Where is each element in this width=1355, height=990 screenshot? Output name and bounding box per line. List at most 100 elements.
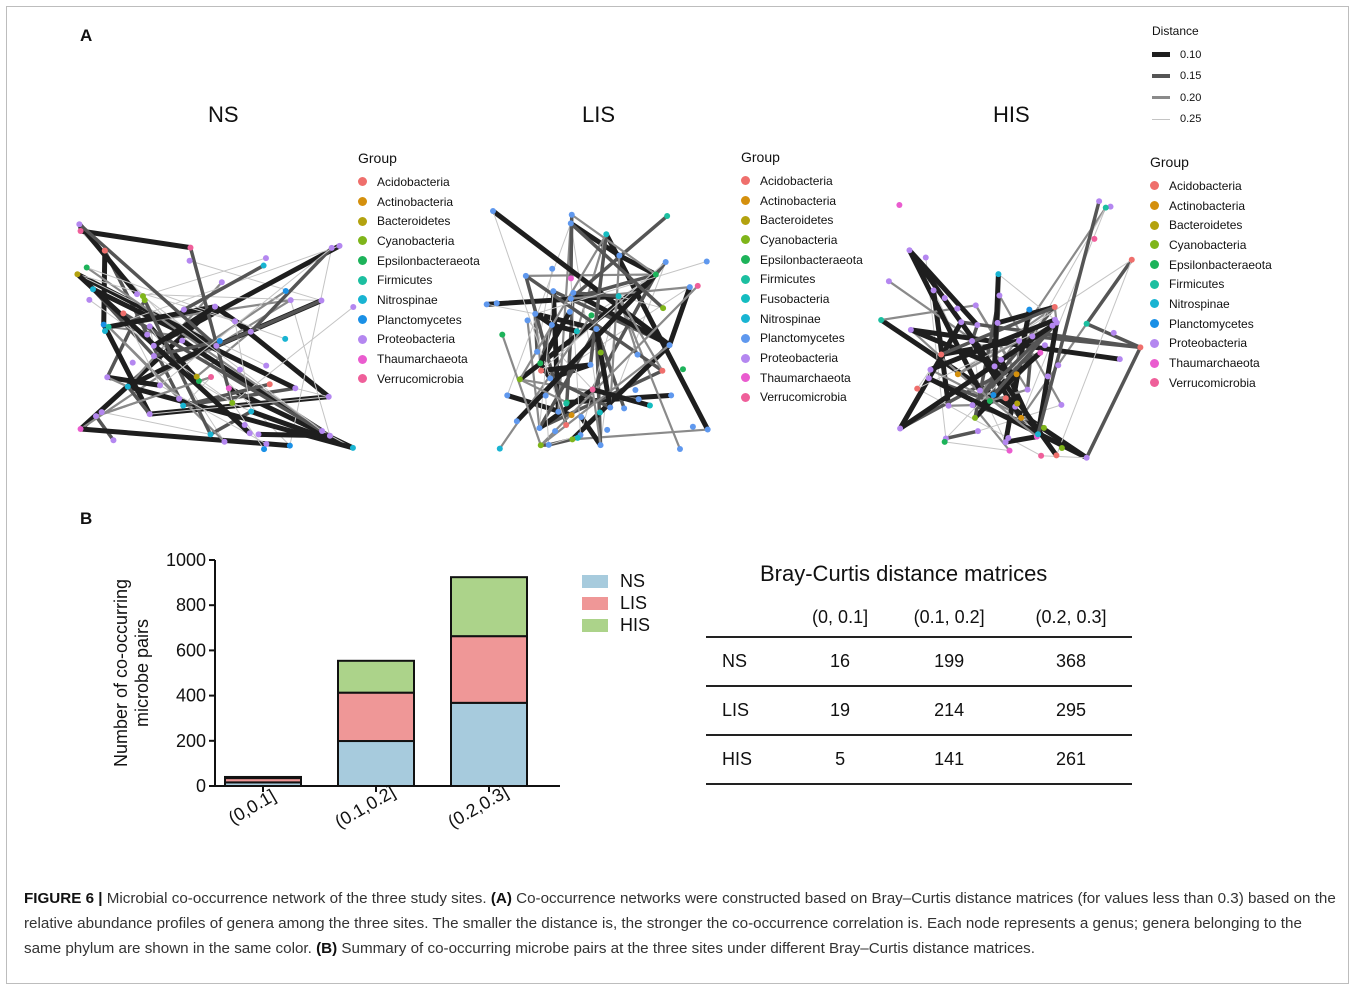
legend-color-dot — [358, 374, 367, 384]
group-legend-item: Thaumarchaeota — [1150, 353, 1272, 373]
network-edge — [545, 395, 550, 446]
network-edge — [77, 222, 219, 348]
network-node — [1051, 304, 1058, 311]
network-node — [547, 375, 554, 382]
network-node — [1029, 333, 1036, 340]
y-tick-label: 1000 — [166, 550, 206, 570]
network-graph-ns — [74, 221, 357, 453]
network-node — [263, 362, 270, 369]
network-node — [1035, 431, 1042, 438]
x-tick-label: (0.2,0.3] — [444, 782, 511, 832]
y-axis-label-line: microbe pairs — [132, 619, 152, 727]
group-legend-item: Verrucomicrobia — [741, 388, 863, 408]
network-node — [537, 360, 544, 367]
network-node — [542, 392, 549, 399]
network-edge — [231, 402, 265, 450]
network-node — [652, 271, 659, 278]
legend-color-dot — [358, 295, 367, 305]
network-edge — [929, 368, 1046, 429]
bar-segment-ns — [337, 740, 415, 787]
network-node — [563, 421, 570, 428]
group-legend-label: Firmicutes — [760, 272, 816, 287]
network-edge — [94, 375, 213, 418]
network-node — [537, 442, 544, 449]
network-node — [972, 414, 979, 421]
group-legend-label: Firmicutes — [1169, 277, 1225, 292]
network-edge — [570, 213, 657, 276]
legend-color-dot — [741, 215, 750, 225]
network-node — [1026, 306, 1033, 313]
network-node — [1013, 371, 1020, 378]
network-node — [282, 288, 289, 295]
network-node — [972, 302, 979, 309]
table-cell: 19 — [792, 686, 889, 736]
network-node — [139, 293, 146, 300]
network-node — [954, 371, 961, 378]
table-cell: 199 — [888, 637, 1011, 687]
network-node — [328, 244, 335, 251]
network-node — [516, 376, 523, 383]
network-node — [124, 383, 131, 390]
distance-legend: Distance 0.10 0.15 0.20 0.25 — [1152, 24, 1201, 130]
bar-segment-his — [337, 659, 415, 694]
network-node — [664, 213, 671, 220]
network-edge — [149, 396, 330, 415]
group-legend-item: Proteobacteria — [741, 348, 863, 368]
network-edge — [944, 441, 1011, 452]
network-node — [318, 297, 325, 304]
y-tick-label: 600 — [176, 640, 206, 660]
network-node — [596, 409, 603, 416]
network-node — [86, 296, 93, 303]
legend-item-lis: LIS — [582, 592, 650, 614]
group-legend-label: Acidobacteria — [760, 173, 833, 188]
network-edge — [294, 387, 330, 398]
legend-color-dot — [358, 177, 367, 187]
network-node — [77, 228, 84, 235]
network-edge — [290, 299, 331, 437]
network-node — [703, 258, 710, 265]
network-edge — [537, 309, 573, 366]
group-legend-item: Proteobacteria — [358, 330, 480, 350]
network-edge — [514, 272, 659, 424]
group-legend-item: Firmicutes — [358, 270, 480, 290]
network-node — [679, 366, 686, 373]
network-node — [885, 278, 892, 285]
group-legend-item: Nitrospinae — [741, 309, 863, 329]
network-edge — [518, 378, 568, 404]
network-title-ns: NS — [208, 102, 239, 127]
network-node — [144, 331, 151, 338]
network-node — [1037, 349, 1044, 356]
network-node — [180, 306, 187, 313]
network-node — [567, 220, 574, 227]
network-node — [662, 259, 669, 266]
network-edge — [908, 327, 1123, 362]
network-node — [549, 265, 556, 272]
network-node — [179, 337, 186, 344]
network-node — [945, 402, 952, 409]
bar-segment-ns — [450, 701, 528, 787]
network-node — [150, 352, 157, 359]
network-node — [247, 328, 254, 335]
legend-color-dot — [358, 334, 367, 344]
network-node — [522, 272, 529, 279]
network-node — [607, 404, 614, 411]
network-node — [1110, 329, 1117, 336]
network-node — [229, 399, 236, 406]
network-node — [350, 303, 357, 310]
network-edge — [991, 320, 1059, 397]
group-legend-label: Nitrospinae — [760, 311, 821, 326]
network-node — [986, 397, 993, 404]
network-edge — [107, 325, 181, 400]
legend-swatch-lis — [582, 596, 608, 610]
group-legend-label: Proteobacteria — [760, 351, 839, 366]
group-legend-title: Group — [1150, 154, 1189, 170]
network-node — [1083, 320, 1090, 327]
network-edge — [151, 243, 343, 349]
group-legend-item: Verrucomicrobia — [1150, 373, 1272, 393]
network-edge — [588, 232, 609, 367]
network-node — [263, 440, 270, 447]
legend-color-dot — [358, 216, 367, 226]
network-node — [176, 395, 183, 402]
network-node — [77, 426, 84, 433]
legend-color-dot — [358, 256, 367, 266]
